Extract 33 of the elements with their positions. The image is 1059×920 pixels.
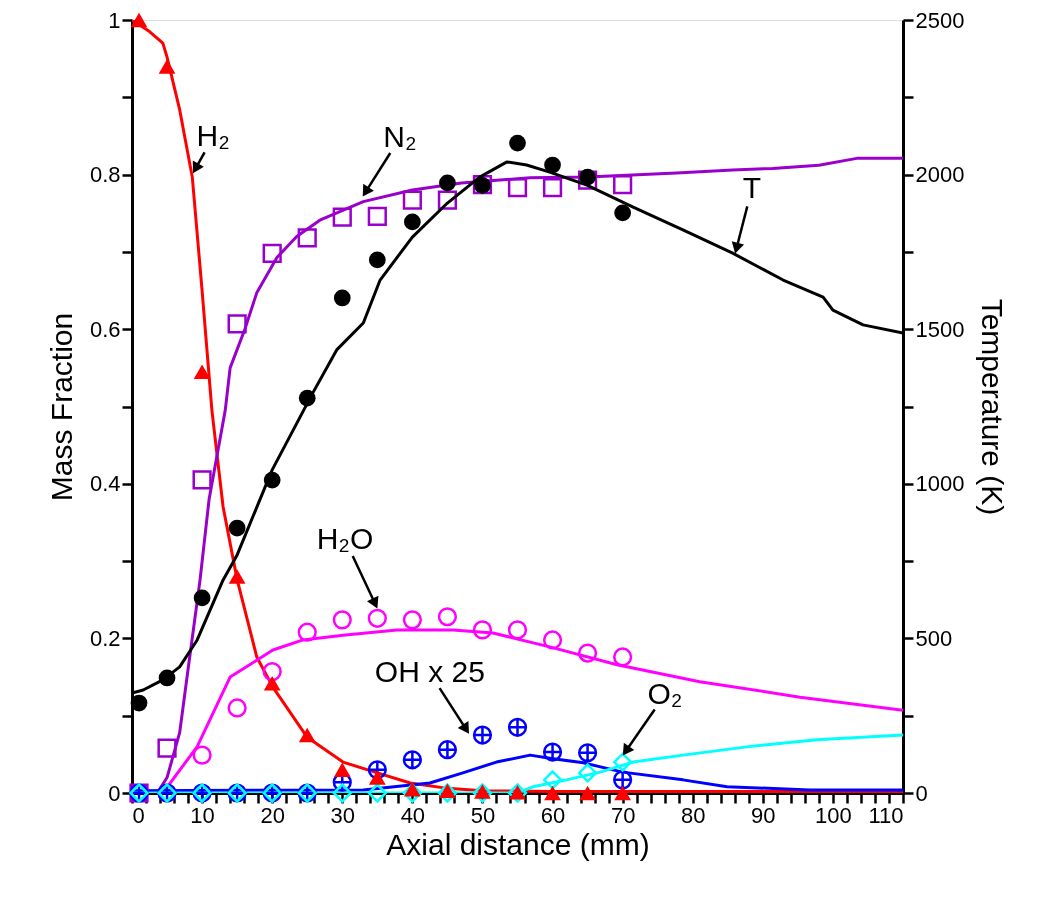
y2-axis-title: Temperature (K) xyxy=(976,298,1010,516)
y2-tick-label: 0 xyxy=(915,780,928,806)
y-tick-label: 0.2 xyxy=(89,625,121,651)
y2-tick-label: 1500 xyxy=(915,316,965,342)
annotation: H₂O xyxy=(316,521,374,555)
x-tick-label: 10 xyxy=(190,802,215,828)
annotation: O₂ xyxy=(647,676,683,710)
x-tick-label: 20 xyxy=(260,802,285,828)
x-tick-label: 80 xyxy=(680,802,706,828)
x-tick-label: 70 xyxy=(610,802,636,828)
x-tick-label: 0 xyxy=(132,802,145,828)
x-tick-label: 110 xyxy=(868,802,904,828)
x-tick-label: 60 xyxy=(540,802,566,828)
y2-tick-label: 2500 xyxy=(915,7,965,33)
y-tick-label: 0.6 xyxy=(89,316,121,342)
annotation: T xyxy=(742,170,761,204)
x-tick-label: 50 xyxy=(470,802,496,828)
y2-tick-label: 1000 xyxy=(915,471,965,497)
y2-tick-label: 2000 xyxy=(915,162,965,188)
y-tick-label: 0 xyxy=(108,780,121,806)
x-tick-label: 90 xyxy=(751,802,776,828)
y-tick-label: 1 xyxy=(108,7,121,33)
y2-tick-label: 500 xyxy=(915,625,953,651)
annotation: H₂ xyxy=(196,118,230,152)
y-axis-title: Mass Fraction xyxy=(44,312,78,502)
annotation: OH x 25 xyxy=(374,655,485,689)
y-tick-label: 0.8 xyxy=(89,162,121,188)
x-axis-title: Axial distance (mm) xyxy=(386,827,650,861)
x-tick-label: 40 xyxy=(400,802,426,828)
x-tick-label: 100 xyxy=(815,802,852,828)
annotation: N₂ xyxy=(383,119,417,153)
x-tick-label: 30 xyxy=(330,802,356,828)
y-tick-label: 0.4 xyxy=(89,471,121,497)
